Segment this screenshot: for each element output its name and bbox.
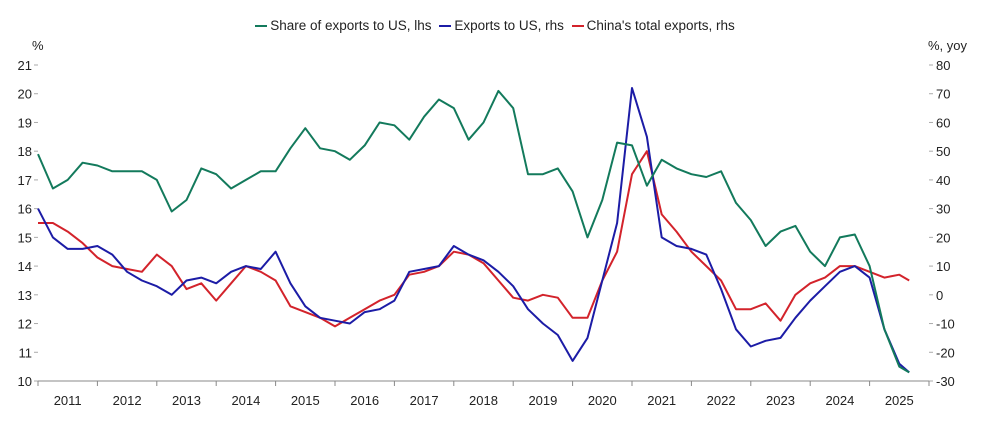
x-tick-label: 2015 <box>291 393 320 408</box>
x-tick-label: 2013 <box>172 393 201 408</box>
x-tick-label: 2021 <box>647 393 676 408</box>
legend-swatch-exports-us <box>439 25 452 28</box>
x-tick-label: 2025 <box>885 393 914 408</box>
left-tick-label: 11 <box>19 345 33 360</box>
left-tick-label: 14 <box>18 259 32 274</box>
left-tick-label: 10 <box>18 374 32 389</box>
right-tick-label: 10 <box>936 259 950 274</box>
legend-item-total-exports: China's total exports, rhs <box>571 18 735 33</box>
x-tick-label: 2012 <box>113 393 142 408</box>
x-tick-label: 2018 <box>469 393 498 408</box>
x-tick-label: 2020 <box>588 393 617 408</box>
right-tick-label: 50 <box>936 144 950 159</box>
x-tick-label: 2023 <box>766 393 795 408</box>
x-tick-label: 2011 <box>54 393 82 408</box>
right-tick-label: 70 <box>936 87 950 102</box>
legend-swatch-share <box>255 25 268 28</box>
x-tick-label: 2016 <box>350 393 379 408</box>
left-tick-label: 16 <box>18 202 32 217</box>
legend-swatch-total-exports <box>571 25 584 28</box>
x-tick-label: 2017 <box>410 393 439 408</box>
x-tick-label: 2024 <box>825 393 854 408</box>
right-tick-label: 80 <box>936 58 950 73</box>
x-tick-label: 2019 <box>528 393 557 408</box>
left-tick-label: 15 <box>18 230 32 245</box>
legend-item-exports-us: Exports to US, rhs <box>439 18 564 33</box>
right-tick-label: -10 <box>936 317 955 332</box>
series-line-2 <box>38 150 910 328</box>
legend-label-total-exports: China's total exports, rhs <box>586 18 735 33</box>
left-tick-label: 17 <box>18 173 32 188</box>
left-tick-label: 19 <box>18 115 32 130</box>
right-tick-label: 30 <box>936 202 950 217</box>
right-tick-label: 60 <box>936 115 950 130</box>
left-tick-label: 18 <box>18 144 32 159</box>
legend-label-share: Share of exports to US, lhs <box>270 18 432 33</box>
legend: Share of exports to US, lhs Exports to U… <box>0 18 990 33</box>
left-axis-label: % <box>32 38 44 53</box>
right-tick-label: 20 <box>936 230 950 245</box>
x-tick-label: 2014 <box>231 393 260 408</box>
legend-label-exports-us: Exports to US, rhs <box>454 18 564 33</box>
right-axis-label: %, yoy <box>928 38 968 53</box>
series-line-1 <box>37 87 910 374</box>
left-tick-label: 21 <box>18 58 32 73</box>
series-line-0 <box>37 89 910 374</box>
right-tick-label: 0 <box>936 288 943 303</box>
left-tick-label: 13 <box>18 288 32 303</box>
right-tick-label: -20 <box>936 345 955 360</box>
right-tick-label: 40 <box>936 173 950 188</box>
left-tick-label: 12 <box>18 317 32 332</box>
x-tick-label: 2022 <box>707 393 736 408</box>
right-tick-label: -30 <box>936 374 955 389</box>
legend-item-share: Share of exports to US, lhs <box>255 18 432 33</box>
left-tick-label: 20 <box>18 87 32 102</box>
